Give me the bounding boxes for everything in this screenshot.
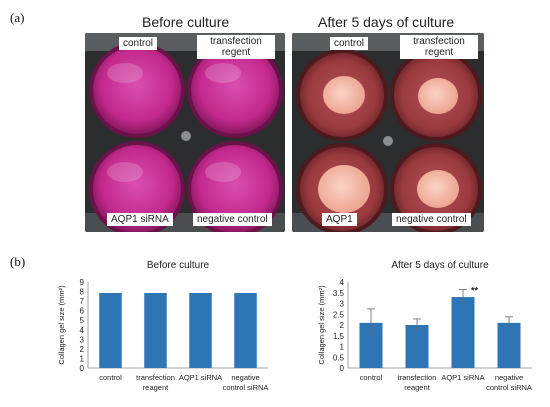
bar bbox=[359, 322, 383, 368]
x-tick-label: control siRNA bbox=[486, 383, 532, 392]
after-culture-chart-svg: After 5 days of culture 0 0.51 1.5 2 2.53 3.5 4… bbox=[317, 260, 532, 392]
panel-a-label: (a) bbox=[10, 10, 25, 25]
y-tick-label: 0 bbox=[340, 364, 345, 373]
x-tick-label: AQP1 siRNA bbox=[441, 373, 484, 382]
y-tick-label: 6 bbox=[80, 307, 85, 316]
before-label-regent: regent bbox=[221, 47, 251, 58]
after-label-transfection-regent: transfection regent bbox=[400, 35, 478, 59]
before-culture-photo-title: Before culture bbox=[142, 14, 230, 30]
bar bbox=[189, 292, 212, 368]
y-tick-label: 1 bbox=[80, 354, 85, 363]
x-tick-label: AQP1 siRNA bbox=[179, 373, 222, 382]
y-tick-label: 7 bbox=[80, 297, 85, 306]
x-tick-label: negative bbox=[231, 373, 259, 382]
x-tick-label: reagent bbox=[143, 383, 169, 392]
bar bbox=[497, 322, 521, 368]
after-label-transfection: transfection bbox=[413, 36, 465, 47]
x-tick-label: transfection bbox=[398, 373, 437, 382]
y-axis-label: Collagen gel size (mm²) bbox=[317, 285, 326, 365]
before-culture-wells-image bbox=[85, 33, 285, 232]
after-label-negative-control: negative control bbox=[392, 213, 471, 226]
chart-title: After 5 days of culture bbox=[391, 260, 489, 271]
y-tick-label: 3 bbox=[80, 335, 85, 344]
y-tick-label: 8 bbox=[80, 288, 85, 297]
before-label-transfection: transfection bbox=[210, 36, 262, 47]
before-label-aqp1-sirna: AQP1 siRNA bbox=[107, 213, 173, 226]
bar bbox=[234, 292, 257, 368]
y-tick-label: 4 bbox=[80, 326, 85, 335]
before-label-control: control bbox=[119, 37, 158, 50]
after-label-control: control bbox=[330, 37, 369, 50]
y-tick-label: 2 bbox=[340, 321, 345, 330]
after-culture-wells-image bbox=[292, 33, 484, 232]
bar bbox=[405, 325, 429, 368]
after-culture-chart: After 5 days of culture 0 0.5 1 1.5 2 2.5 3 3.5 4… bbox=[312, 252, 544, 402]
x-tick-label: control bbox=[360, 373, 383, 382]
after-label-regent: regent bbox=[424, 47, 454, 58]
x-tick-label: reagent bbox=[404, 383, 430, 392]
before-culture-photo: control transfection regent AQP1 siRNA n… bbox=[85, 33, 285, 232]
y-tick-label: 0.5 bbox=[333, 353, 345, 362]
before-label-transfection-regent: transfection regent bbox=[197, 35, 275, 59]
before-culture-chart: Before culture 0 1 2 3 4 5 6 7 8 9 Collagen gel siz… bbox=[52, 252, 280, 402]
y-tick-label: 5 bbox=[80, 316, 85, 325]
after-culture-photo: control transfection regent AQP1 negativ… bbox=[292, 33, 484, 232]
y-tick-label: 0 bbox=[80, 364, 85, 373]
y-axis-label: Collagen gel size (mm²) bbox=[57, 285, 66, 365]
x-tick-label: control siRNA bbox=[223, 383, 269, 392]
y-tick-label: 2.5 bbox=[333, 310, 345, 319]
y-tick-label: 2 bbox=[80, 345, 85, 354]
y-tick-label: 9 bbox=[80, 278, 85, 287]
before-label-negative-control: negative control bbox=[193, 213, 272, 226]
after-culture-photo-title: After 5 days of culture bbox=[318, 14, 455, 30]
panel-b-label: (b) bbox=[10, 254, 26, 269]
y-tick-label: 3.5 bbox=[333, 289, 345, 298]
bar bbox=[451, 297, 475, 368]
after-label-aqp1: AQP1 bbox=[322, 213, 357, 226]
y-tick-label: 4 bbox=[340, 278, 345, 287]
y-tick-label: 3 bbox=[340, 300, 345, 309]
chart-title: Before culture bbox=[147, 260, 210, 271]
x-tick-label: control bbox=[99, 373, 122, 382]
x-tick-label: transfection bbox=[136, 373, 175, 382]
significance-label: ** bbox=[471, 286, 479, 296]
y-tick-label: 1 bbox=[340, 343, 345, 352]
x-tick-label: negative bbox=[495, 373, 523, 382]
bar bbox=[144, 292, 167, 368]
bar bbox=[99, 292, 122, 368]
y-tick-label: 1.5 bbox=[333, 332, 345, 341]
